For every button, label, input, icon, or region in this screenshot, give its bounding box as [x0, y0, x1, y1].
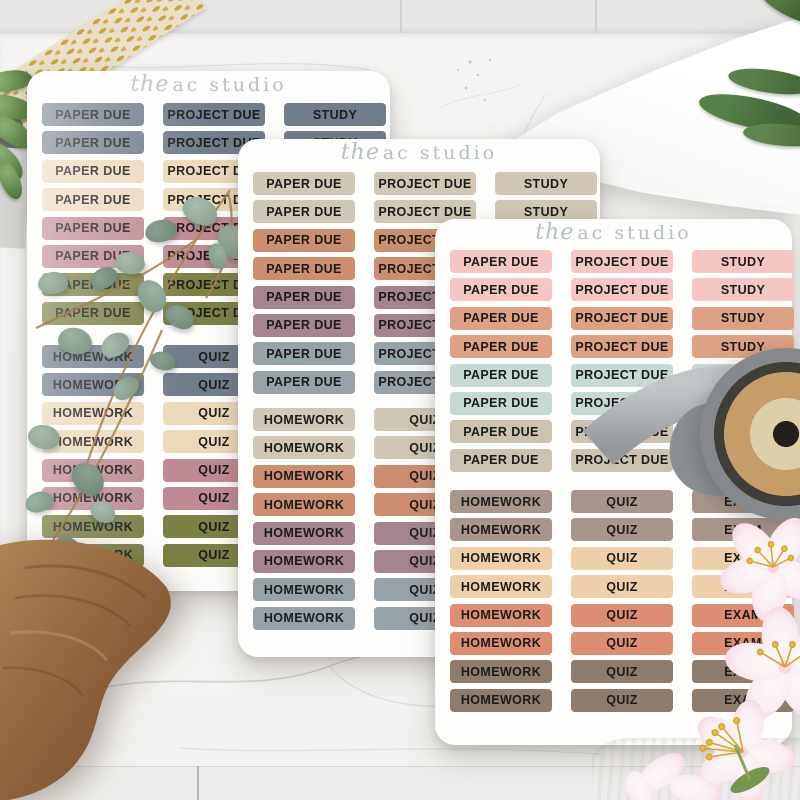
brand-logo-script: the: [535, 220, 575, 245]
brand-logo-serif: ac studio: [382, 142, 498, 164]
sticker-paper-due: PAPER DUE: [253, 313, 355, 337]
sticker-paper-due: PAPER DUE: [253, 342, 355, 366]
sticker-project-due: PROJECT DUE: [571, 448, 673, 472]
sticker-quiz: QUIZ: [571, 575, 673, 599]
loose-petals: [626, 744, 770, 800]
sticker-quiz: QUIZ: [571, 660, 673, 684]
sticker-paper-due: PAPER DUE: [42, 301, 144, 325]
sticker-paper-due: PAPER DUE: [450, 363, 552, 387]
sticker-homework: HOMEWORK: [42, 515, 144, 539]
brand-logo-serif: ac studio: [172, 74, 287, 96]
sticker-paper-due: PAPER DUE: [42, 273, 144, 297]
sticker-study: STUDY: [495, 200, 597, 224]
wood-slice: [0, 539, 171, 800]
sticker-study: STUDY: [284, 103, 386, 126]
sticker-homework: HOMEWORK: [253, 578, 355, 602]
sticker-homework: HOMEWORK: [42, 401, 144, 425]
cherry-blossoms: [626, 517, 800, 800]
brand-logo-script: the: [340, 140, 380, 165]
sticker-project-due: PROJECT DUE: [571, 363, 673, 387]
sticker-paper-due: PAPER DUE: [253, 257, 355, 281]
sticker-homework: HOMEWORK: [253, 606, 355, 630]
sticker-homework: HOMEWORK: [253, 493, 355, 517]
sticker-study: STUDY: [692, 306, 794, 330]
sticker-homework: HOMEWORK: [253, 436, 355, 460]
sticker-project-due: PROJECT DUE: [163, 103, 265, 126]
sticker-homework: HOMEWORK: [42, 373, 144, 397]
sticker-paper-due: PAPER DUE: [42, 216, 144, 240]
brand-logo: the ac studio: [27, 72, 390, 98]
brand-logo: the ac studio: [435, 220, 792, 246]
sticker-paper-due: PAPER DUE: [253, 172, 355, 195]
sticker-homework: HOMEWORK: [450, 660, 552, 684]
sticker-quiz: QUIZ: [571, 490, 673, 513]
sticker-project-due: PROJECT DUE: [374, 172, 476, 195]
sticker-project-due: PROJECT DUE: [571, 335, 673, 359]
sticker-homework: HOMEWORK: [253, 464, 355, 488]
sticker-paper-due: PAPER DUE: [450, 306, 552, 330]
sticker-study: STUDY: [495, 172, 597, 195]
sticker-homework: HOMEWORK: [253, 549, 355, 573]
sticker-paper-due: PAPER DUE: [450, 391, 552, 415]
sticker-paper-due: PAPER DUE: [450, 448, 552, 472]
sticker-paper-due: PAPER DUE: [42, 244, 144, 268]
sticker-quiz: QUIZ: [571, 546, 673, 570]
sticker-project-due: PROJECT DUE: [374, 200, 476, 224]
sticker-homework: HOMEWORK: [253, 521, 355, 545]
sticker-homework: HOMEWORK: [42, 345, 144, 368]
sticker-homework: HOMEWORK: [450, 546, 552, 570]
sticker-homework: HOMEWORK: [42, 458, 144, 482]
sticker-homework: HOMEWORK: [450, 490, 552, 513]
sticker-study: STUDY: [692, 278, 794, 302]
sticker-paper-due: PAPER DUE: [253, 228, 355, 252]
sticker-quiz: QUIZ: [571, 688, 673, 712]
sticker-paper-due: PAPER DUE: [450, 250, 552, 273]
sticker-homework: HOMEWORK: [450, 575, 552, 599]
sticker-quiz: QUIZ: [571, 603, 673, 627]
sticker-homework: HOMEWORK: [450, 518, 552, 542]
brand-logo-script: the: [130, 72, 170, 97]
sticker-paper-due: PAPER DUE: [42, 103, 144, 126]
sticker-project-due: PROJECT DUE: [571, 250, 673, 273]
sticker-paper-due: PAPER DUE: [253, 370, 355, 394]
sticker-homework: HOMEWORK: [450, 631, 552, 655]
brand-logo-serif: ac studio: [577, 222, 692, 244]
sticker-quiz: QUIZ: [571, 518, 673, 542]
sticker-paper-due: PAPER DUE: [450, 335, 552, 359]
sticker-paper-due: PAPER DUE: [42, 188, 144, 212]
sticker-paper-due: PAPER DUE: [253, 285, 355, 309]
sticker-paper-due: PAPER DUE: [42, 159, 144, 183]
sticker-project-due: PROJECT DUE: [571, 278, 673, 302]
sticker-homework: HOMEWORK: [42, 486, 144, 510]
sticker-quiz: QUIZ: [571, 631, 673, 655]
tile-seam: [595, 0, 597, 33]
sticker-paper-due: PAPER DUE: [450, 420, 552, 444]
sticker-homework: HOMEWORK: [450, 688, 552, 712]
sticker-paper-due: PAPER DUE: [42, 131, 144, 155]
sticker-paper-due: PAPER DUE: [450, 278, 552, 302]
sticker-study: STUDY: [692, 250, 794, 273]
tile-seam: [400, 0, 402, 33]
brand-logo: the ac studio: [238, 140, 600, 166]
sticker-homework: HOMEWORK: [42, 430, 144, 454]
sticker-homework: HOMEWORK: [253, 408, 355, 431]
sticker-paper-due: PAPER DUE: [253, 200, 355, 224]
sticker-homework: HOMEWORK: [450, 603, 552, 627]
sticker-project-due: PROJECT DUE: [571, 306, 673, 330]
table-seam: [197, 766, 199, 800]
